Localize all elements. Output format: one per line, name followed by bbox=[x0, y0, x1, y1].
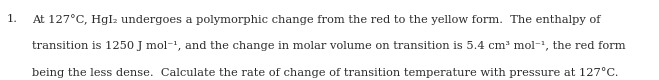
Text: transition is 1250 J mol⁻¹, and the change in molar volume on transition is 5.4 : transition is 1250 J mol⁻¹, and the chan… bbox=[32, 41, 625, 51]
Text: At 127°C, HgI₂ undergoes a polymorphic change from the red to the yellow form.  : At 127°C, HgI₂ undergoes a polymorphic c… bbox=[32, 14, 600, 25]
Text: being the less dense.  Calculate the rate of change of transition temperature wi: being the less dense. Calculate the rate… bbox=[32, 67, 618, 78]
Text: 1.: 1. bbox=[7, 14, 18, 24]
